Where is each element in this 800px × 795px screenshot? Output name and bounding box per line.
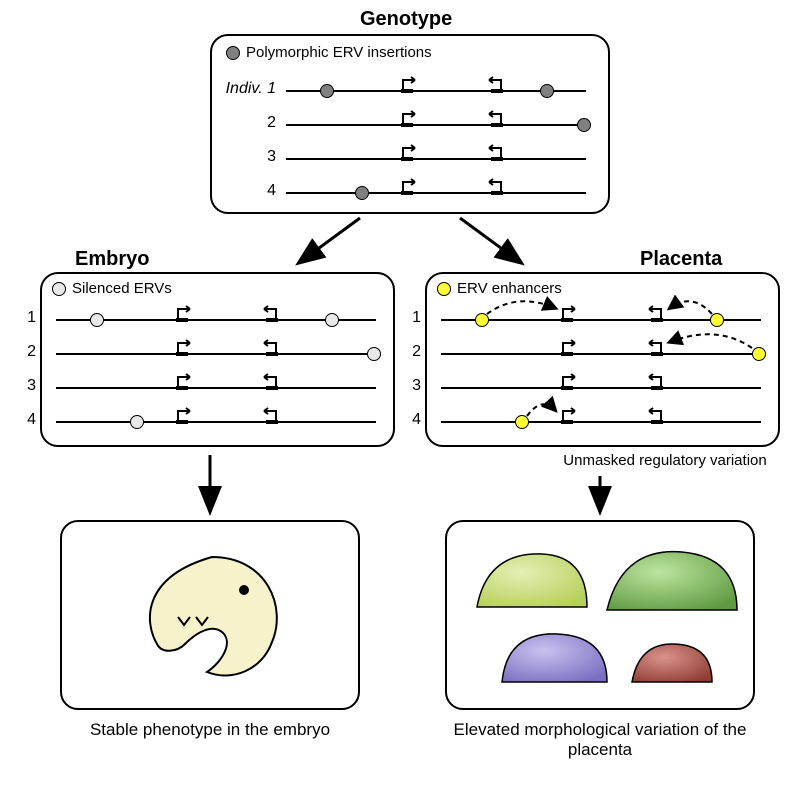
placenta-caption: Elevated morphological variation of the … xyxy=(450,720,750,760)
embryo-caption: Stable phenotype in the embryo xyxy=(60,720,360,740)
flow-arrows-mid xyxy=(0,0,800,560)
placenta-shapes xyxy=(447,522,757,712)
placenta-outcome-panel xyxy=(445,520,755,710)
embryo-outcome-panel xyxy=(60,520,360,710)
embryo-shape xyxy=(62,522,362,712)
